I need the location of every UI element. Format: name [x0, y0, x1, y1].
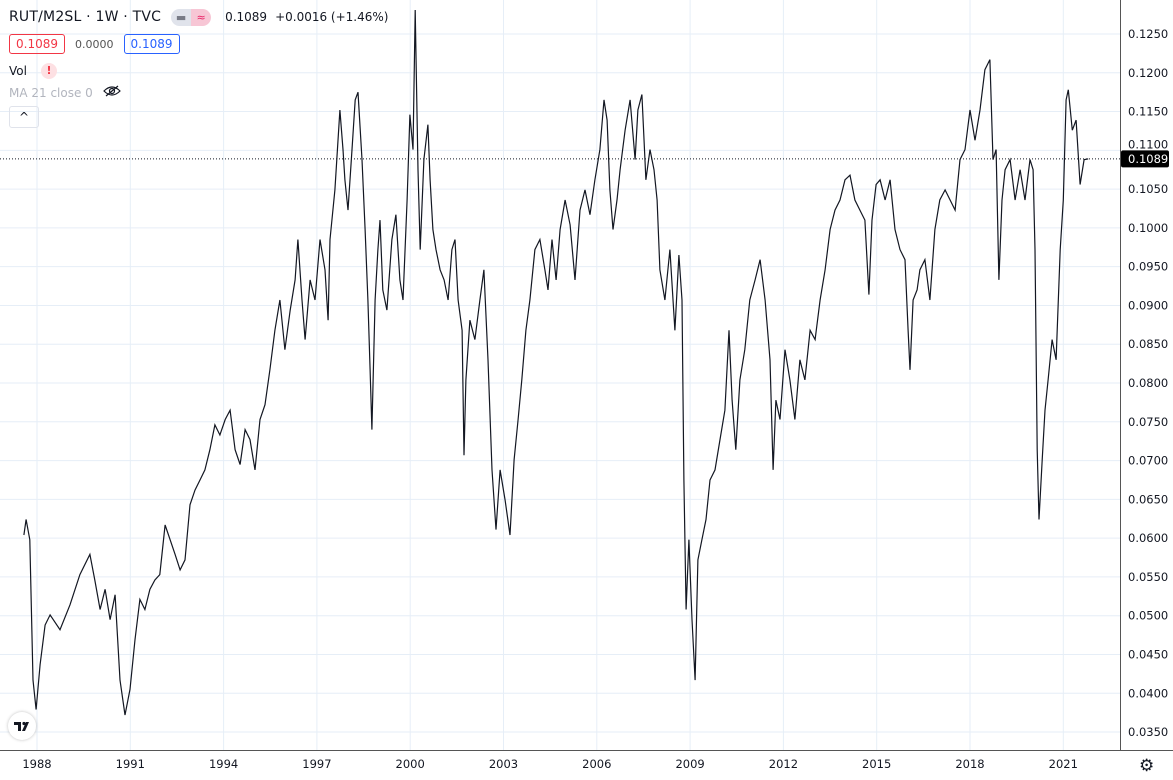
- y-tick-label: 0.0550: [1128, 570, 1168, 584]
- y-tick-label: 0.0650: [1128, 492, 1168, 506]
- x-tick-label: 2015: [862, 757, 891, 771]
- x-tick-label: 1997: [302, 757, 331, 771]
- y-tick-label: 0.1050: [1128, 182, 1168, 196]
- x-tick-label: 1994: [209, 757, 238, 771]
- buy-button[interactable]: 0.1089: [123, 34, 180, 54]
- x-tick-label: 2000: [396, 757, 425, 771]
- time-axis[interactable]: 1988 1991 1994 1997 2000 2003 2006 2009 2012 2015…: [22, 757, 1078, 771]
- y-tick-label: 0.0850: [1128, 337, 1168, 351]
- x-tick-label: 2018: [955, 757, 984, 771]
- y-tick-label: 0.0600: [1128, 531, 1168, 545]
- last-price: 0.1089: [225, 10, 268, 24]
- minus-icon[interactable]: ▬: [171, 8, 192, 26]
- y-tick-label: 0.0450: [1128, 647, 1168, 661]
- sell-button[interactable]: 0.1089: [9, 34, 65, 54]
- y-tick-label: 0.1100: [1128, 137, 1168, 151]
- y-tick-label: 0.0350: [1128, 725, 1168, 739]
- grid: [0, 0, 1120, 750]
- y-tick-label: 0.0900: [1128, 298, 1168, 312]
- settings-gear-icon[interactable]: ⚙: [1139, 756, 1155, 776]
- y-tick-label: 0.0400: [1128, 686, 1168, 700]
- warning-icon[interactable]: !: [40, 63, 57, 79]
- price-axis[interactable]: 0.1250 0.1200 0.1150 0.1100 0.1050 0.1000 0.09…: [1128, 27, 1168, 739]
- svg-text:0.1089: 0.1089: [1128, 152, 1168, 166]
- indicator-vol-label[interactable]: Vol: [9, 64, 27, 78]
- tradingview-logo[interactable]: [8, 712, 36, 740]
- y-tick-label: 0.1250: [1128, 27, 1168, 41]
- last-price-label: 0.1089: [1121, 150, 1169, 168]
- y-tick-label: 0.0500: [1128, 609, 1168, 623]
- chart-legend: RUT/M2SL · 1W · TVC ▬ ≈ 0.1089 +0.0016 (…: [9, 6, 388, 128]
- y-tick-label: 0.0800: [1128, 376, 1168, 390]
- y-tick-label: 0.0750: [1128, 415, 1168, 429]
- x-tick-label: 2012: [769, 757, 798, 771]
- x-tick-label: 2009: [675, 757, 704, 771]
- eye-hidden-icon[interactable]: [102, 85, 121, 101]
- price-change: +0.0016 (+1.46%): [275, 10, 389, 24]
- approx-icon[interactable]: ≈: [191, 8, 212, 26]
- x-tick-label: 1991: [116, 757, 145, 771]
- y-tick-label: 0.1000: [1128, 221, 1168, 235]
- x-tick-label: 2003: [489, 757, 518, 771]
- y-tick-label: 0.1200: [1128, 66, 1168, 80]
- x-tick-label: 2021: [1049, 757, 1078, 771]
- chart-style-toggle[interactable]: ▬ ≈: [171, 8, 212, 26]
- y-tick-label: 0.1150: [1128, 105, 1168, 119]
- collapse-legend-button[interactable]: ^: [9, 106, 39, 128]
- y-tick-label: 0.0700: [1128, 454, 1168, 468]
- x-tick-label: 1988: [22, 757, 51, 771]
- price-line: [23, 9, 1089, 716]
- spread-value: 0.0000: [75, 37, 114, 51]
- indicator-ma-label[interactable]: MA 21 close 0: [9, 86, 93, 100]
- x-tick-label: 2006: [582, 757, 611, 771]
- symbol-title[interactable]: RUT/M2SL · 1W · TVC: [9, 9, 162, 25]
- y-tick-label: 0.0950: [1128, 260, 1168, 274]
